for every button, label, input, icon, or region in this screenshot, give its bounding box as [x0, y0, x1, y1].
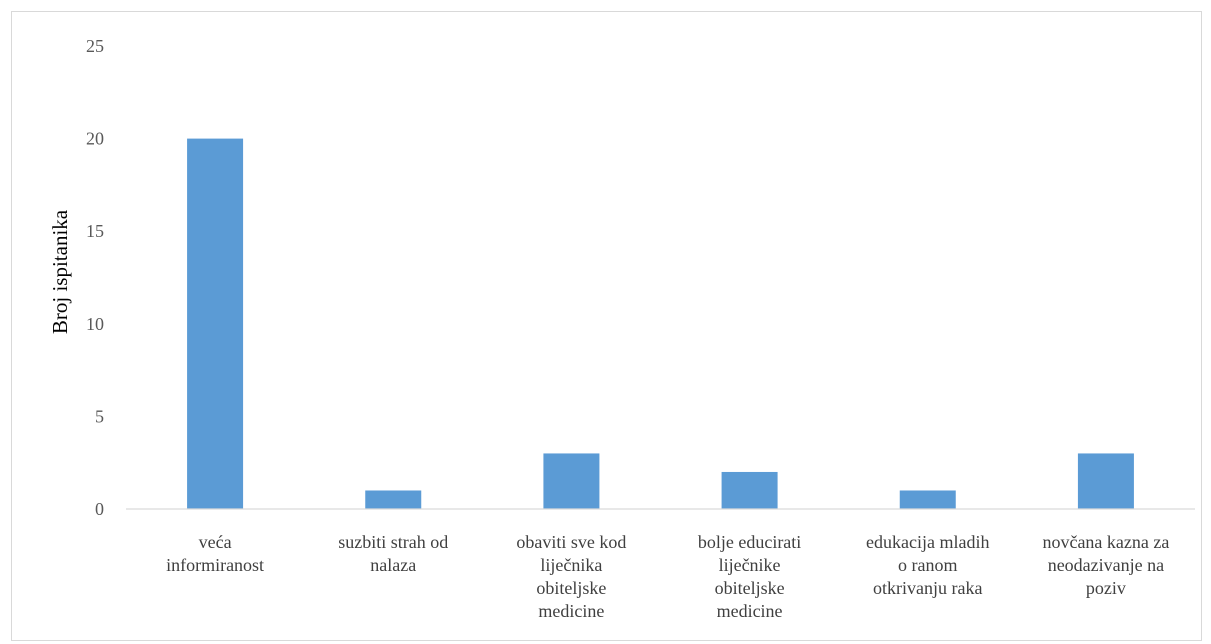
bar [187, 138, 244, 509]
x-tick-label: veća [199, 532, 232, 552]
x-tick-label: informiranost [166, 555, 264, 575]
x-tick-label: obaviti sve kod [516, 532, 626, 552]
x-tick-label: obiteljske [536, 578, 606, 598]
y-tick-label: 5 [95, 406, 104, 426]
x-tick-label: edukacija mladih [866, 532, 989, 552]
y-tick-label: 0 [95, 499, 104, 519]
x-tick-label: otkrivanju raka [873, 578, 982, 598]
y-tick-label: 15 [86, 221, 104, 241]
x-tick-label: neodazivanje na [1048, 555, 1164, 575]
x-tick-label: o ranom [898, 555, 957, 575]
x-tick-label: novčana kazna za [1042, 532, 1169, 552]
x-tick-label: medicine [717, 601, 783, 621]
bar [365, 490, 422, 509]
bar [721, 471, 778, 509]
x-tick-label: nalaza [370, 555, 416, 575]
x-tick-label: poziv [1086, 578, 1126, 598]
x-tick-label: liječnika [540, 555, 602, 575]
x-tick-label: liječnike [719, 555, 781, 575]
x-tick-label: suzbiti strah od [338, 532, 448, 552]
y-tick-label: 25 [86, 36, 104, 56]
y-axis-label: Broj ispitanika [48, 209, 72, 334]
y-tick-label: 10 [86, 314, 104, 334]
bar [899, 490, 956, 509]
y-tick-label: 20 [86, 129, 104, 149]
bar [1077, 453, 1134, 509]
x-tick-label: obiteljske [715, 578, 785, 598]
x-tick-label: bolje educirati [698, 532, 801, 552]
x-tick-label: medicine [538, 601, 604, 621]
bar [543, 453, 600, 509]
